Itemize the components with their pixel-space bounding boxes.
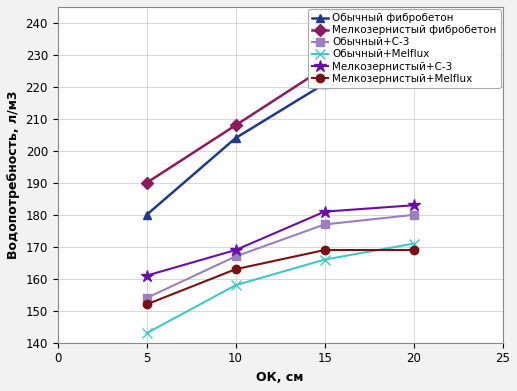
Line: Мелкозернистый+Melflux: Мелкозернистый+Melflux [143,246,418,308]
Мелкозернистый+С-3 [322,209,328,214]
Обычный+С-3 [233,254,239,259]
Обычный+С-3 [144,296,150,300]
Обычный+Melflux [144,331,150,335]
Обычный фибробетон [233,136,239,140]
Обычный+С-3 [322,222,328,227]
Мелкозернистый фибробетон [322,65,328,70]
Обычный фибробетон [322,81,328,86]
Line: Мелкозернистый фибробетон: Мелкозернистый фибробетон [143,38,418,187]
Мелкозернистый фибробетон [144,181,150,185]
Мелкозернистый+С-3 [144,273,150,278]
Обычный фибробетон [410,52,417,57]
Обычный фибробетон [144,212,150,217]
Y-axis label: Водопотребность, л/м3: Водопотребность, л/м3 [7,91,20,259]
Мелкозернистый фибробетон [233,123,239,127]
Обычный+Melflux [410,241,417,246]
Line: Обычный+С-3: Обычный+С-3 [143,211,418,302]
Мелкозернистый+Melflux [410,248,417,252]
Line: Обычный+Melflux: Обычный+Melflux [142,239,418,338]
Мелкозернистый фибробетон [410,40,417,45]
Legend: Обычный фибробетон, Мелкозернистый фибробетон, Обычный+С-3, Обычный+Melflux, Мел: Обычный фибробетон, Мелкозернистый фибро… [308,9,500,88]
Мелкозернистый+С-3 [233,248,239,252]
Line: Обычный фибробетон: Обычный фибробетон [143,51,418,219]
Обычный+Melflux [322,257,328,262]
Мелкозернистый+Melflux [322,248,328,252]
Мелкозернистый+Melflux [233,267,239,272]
Мелкозернистый+С-3 [410,203,417,208]
Мелкозернистый+Melflux [144,302,150,307]
Line: Мелкозернистый+С-3: Мелкозернистый+С-3 [140,199,420,282]
Обычный+Melflux [233,283,239,287]
Обычный+С-3 [410,212,417,217]
X-axis label: ОК, см: ОК, см [256,371,304,384]
